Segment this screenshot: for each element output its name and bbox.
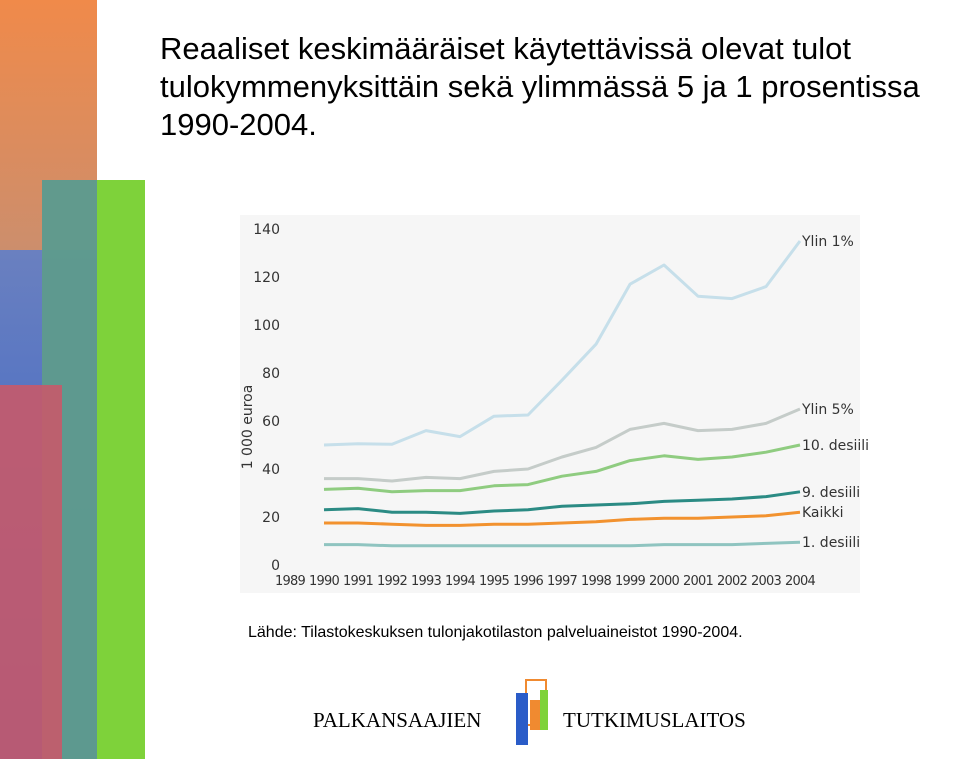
title: Reaaliset keskimääräiset käytettävissä o… <box>160 31 920 142</box>
x-tick-label: 1990 <box>309 574 339 589</box>
y-tick-label: 60 <box>262 414 280 430</box>
series-label: 9. desiili <box>802 485 860 501</box>
series-line <box>324 407 801 483</box>
series-label: 1. desiili <box>802 535 860 551</box>
series-label: Ylin 5% <box>801 402 854 418</box>
x-tick-label: 1998 <box>581 574 611 589</box>
y-tick-label: 140 <box>253 222 280 238</box>
x-tick-label: 2003 <box>751 574 781 589</box>
y-tick-label: 20 <box>262 510 280 526</box>
x-tick-label: 1991 <box>343 574 373 589</box>
footer-right: TUTKIMUSLAITOS <box>563 708 746 732</box>
series-line <box>324 510 801 527</box>
series-label: Kaikki <box>802 505 844 521</box>
series-line <box>323 490 801 515</box>
x-tick-label: 1992 <box>377 574 407 589</box>
x-tick-label: 1999 <box>615 574 645 589</box>
y-axis-label: 1 000 euroa <box>240 385 256 470</box>
series-line <box>324 540 801 548</box>
x-tick-label: 1997 <box>547 574 577 589</box>
x-tick-label: 1989 <box>275 574 305 589</box>
y-tick-label: 40 <box>262 462 280 478</box>
y-tick-label: 80 <box>262 366 280 382</box>
series-line <box>323 240 802 447</box>
x-tick-label: 2000 <box>649 574 679 589</box>
x-tick-label: 1995 <box>479 574 509 589</box>
source: Lähde: Tilastokeskuksen tulonjakotilasto… <box>248 624 743 641</box>
series-line <box>323 443 801 494</box>
footer-left: PALKANSAAJIEN <box>313 708 482 732</box>
x-tick-label: 2001 <box>683 574 713 589</box>
x-tick-label: 1994 <box>445 574 475 589</box>
x-tick-label: 2004 <box>785 574 815 589</box>
series-label: Ylin 1% <box>801 234 854 250</box>
y-tick-label: 120 <box>253 270 280 286</box>
y-tick-label: 0 <box>271 558 280 574</box>
x-tick-label: 2002 <box>717 574 747 589</box>
y-tick-label: 100 <box>253 318 280 334</box>
x-tick-label: 1996 <box>513 574 543 589</box>
x-tick-label: 1993 <box>411 574 441 589</box>
series-label: 10. desiili <box>802 438 869 454</box>
